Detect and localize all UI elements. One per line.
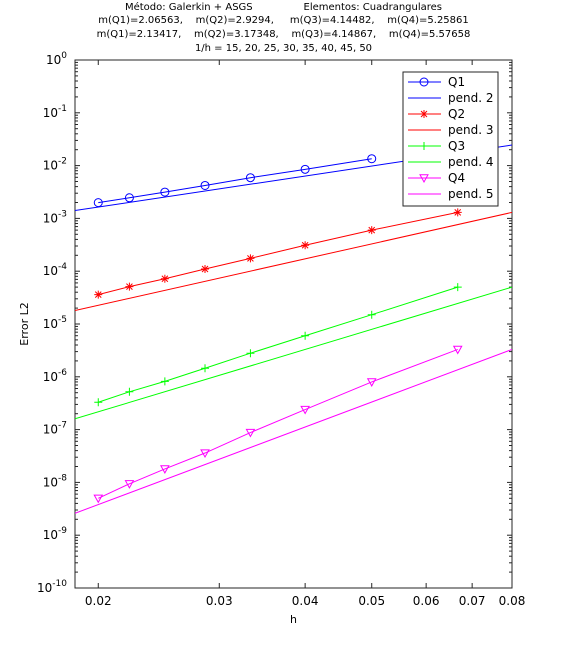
data-point-q2 (367, 226, 376, 235)
legend-marker-q4 (419, 174, 429, 184)
legend-label-pend-5: pend. 5 (448, 187, 494, 201)
data-point-q1 (160, 187, 170, 197)
title-line-3: m(Q1)=2.13417, m(Q2)=3.17348, m(Q3)=4.14… (96, 29, 471, 40)
x-axis-label: h (290, 613, 297, 626)
y-tick-label: 10-9 (43, 526, 68, 542)
data-point-q3 (246, 349, 255, 358)
x-tick-label: 0.05 (358, 594, 385, 608)
y-tick-exponent: -1 (58, 104, 67, 114)
series-line-q2 (98, 211, 458, 296)
y-tick-label: 10-7 (43, 421, 67, 437)
data-point-q3 (367, 310, 376, 319)
y-tick-exponent: -9 (58, 526, 67, 536)
series-group (75, 144, 512, 514)
data-point-q3 (94, 398, 103, 407)
data-point-q1 (200, 180, 210, 190)
legend-label-q1: Q1 (448, 75, 465, 89)
legend-label-pend-4: pend. 4 (448, 155, 494, 169)
y-axis-label: Error L2 (18, 302, 31, 345)
legend-label-q2: Q2 (448, 107, 465, 121)
data-point-q2 (160, 274, 169, 283)
data-point-q3 (201, 364, 210, 373)
data-point-q2 (201, 265, 210, 274)
data-point-q1 (367, 154, 377, 164)
y-tick-exponent: -5 (58, 315, 67, 325)
data-point-q2 (301, 241, 310, 250)
y-tick-label: 100 (46, 51, 67, 67)
data-point-q4 (124, 480, 135, 489)
title-line-4: 1/h = 15, 20, 25, 30, 35, 40, 45, 50 (194, 43, 373, 54)
data-point-q3 (160, 377, 169, 386)
y-tick-exponent: -3 (58, 209, 67, 219)
legend: Q1 pend. 2 Q2 pend. 3 Q3 pend. 4 Q4 pend. 5 (402, 71, 499, 207)
data-point-q1 (245, 173, 255, 183)
series-line-q4 (98, 348, 458, 499)
legend-label-q3: Q3 (448, 139, 465, 153)
data-point-q4 (93, 494, 104, 504)
data-point-q4 (245, 428, 256, 438)
data-point-q4 (160, 465, 170, 474)
data-point-q3 (125, 387, 134, 396)
y-tick-exponent: -2 (58, 157, 67, 167)
y-tick-exponent: 0 (61, 51, 67, 61)
y-tick-label: 10-5 (43, 315, 67, 331)
data-point-q3 (301, 331, 310, 340)
x-tick-label: 0.08 (499, 594, 526, 608)
y-tick-label: 10-4 (43, 262, 68, 278)
data-point-q4 (366, 378, 377, 387)
x-tick-label: 0.06 (413, 594, 440, 608)
legend-label-pend-2: pend. 2 (448, 91, 494, 105)
data-point-q2 (125, 282, 134, 291)
title-line-1: Método: Galerkin + ASGS Elementos: Cuadr… (124, 2, 443, 13)
series-line-q1 (98, 158, 372, 204)
y-tick-label: 10-2 (43, 157, 67, 173)
slope-line-pend-5 (75, 348, 512, 514)
data-point-q2 (94, 290, 103, 299)
data-point-q4 (200, 449, 210, 459)
y-tick-label: 10-3 (43, 209, 67, 225)
y-tick-exponent: -8 (58, 473, 67, 483)
y-tick-exponent: -10 (52, 579, 67, 589)
y-tick-exponent: -6 (58, 368, 67, 378)
slope-line-pend-4 (75, 286, 512, 420)
x-tick-label: 0.04 (292, 594, 319, 608)
data-point-q4 (452, 345, 463, 355)
x-tick-label: 0.02 (85, 594, 112, 608)
legend-box (402, 71, 499, 207)
legend-marker-q2 (420, 110, 428, 118)
x-tick-label: 0.03 (206, 594, 233, 608)
y-tick-label: 10-10 (37, 579, 67, 595)
legend-marker-q1 (419, 77, 429, 87)
y-tick-label: 10-8 (43, 473, 68, 489)
data-point-q1 (124, 193, 134, 203)
y-tick-exponent: -7 (58, 421, 67, 431)
legend-label-q4: Q4 (448, 171, 465, 185)
series-line-q3 (98, 286, 458, 403)
y-tick-label: 10-1 (43, 104, 67, 120)
title-line-2: m(Q1)=2.06563, m(Q2)=2.9294, m(Q3)=4.144… (98, 15, 469, 26)
data-point-q4 (300, 405, 310, 415)
y-tick-exponent: -4 (58, 262, 67, 272)
legend-label-pend-3: pend. 3 (448, 123, 494, 137)
y-tick-label: 10-6 (43, 368, 68, 384)
slope-line-pend-3 (75, 211, 512, 312)
data-point-q3 (453, 283, 462, 292)
data-point-q2 (453, 208, 462, 217)
data-point-q2 (246, 254, 255, 263)
x-tick-label: 0.07 (459, 594, 486, 608)
data-point-q1 (300, 164, 310, 174)
legend-marker-q3 (420, 142, 428, 150)
